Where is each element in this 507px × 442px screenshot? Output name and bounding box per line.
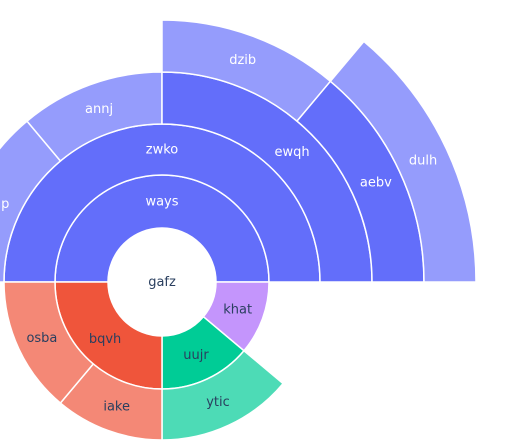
sunburst-label-osba: osba [26,331,57,346]
sunburst-label-ewqh: ewqh [275,145,310,160]
sunburst-label-khat: khat [223,303,252,318]
sunburst-segment-dulh[interactable] [329,40,477,283]
sunburst-segment-osba[interactable] [3,281,95,405]
sunburst-label-zwko: zwko [146,143,179,158]
sunburst-label-uujr: uujr [183,348,209,363]
sunburst-label-gafz: gafz [148,275,176,290]
sunburst-label-annj: annj [85,102,113,117]
sunburst-label-dulh: dulh [409,153,437,168]
sunburst-label-bqvh: bqvh [89,332,121,347]
sunburst-label-iake: iake [103,400,130,415]
sunburst-label-aebv: aebv [360,175,392,190]
sunburst-label-lunp: lunp [0,197,9,212]
sunburst-label-ways: ways [145,195,178,210]
sunburst-label-ytic: ytic [206,395,230,410]
sunburst-label-dzib: dzib [229,53,256,68]
